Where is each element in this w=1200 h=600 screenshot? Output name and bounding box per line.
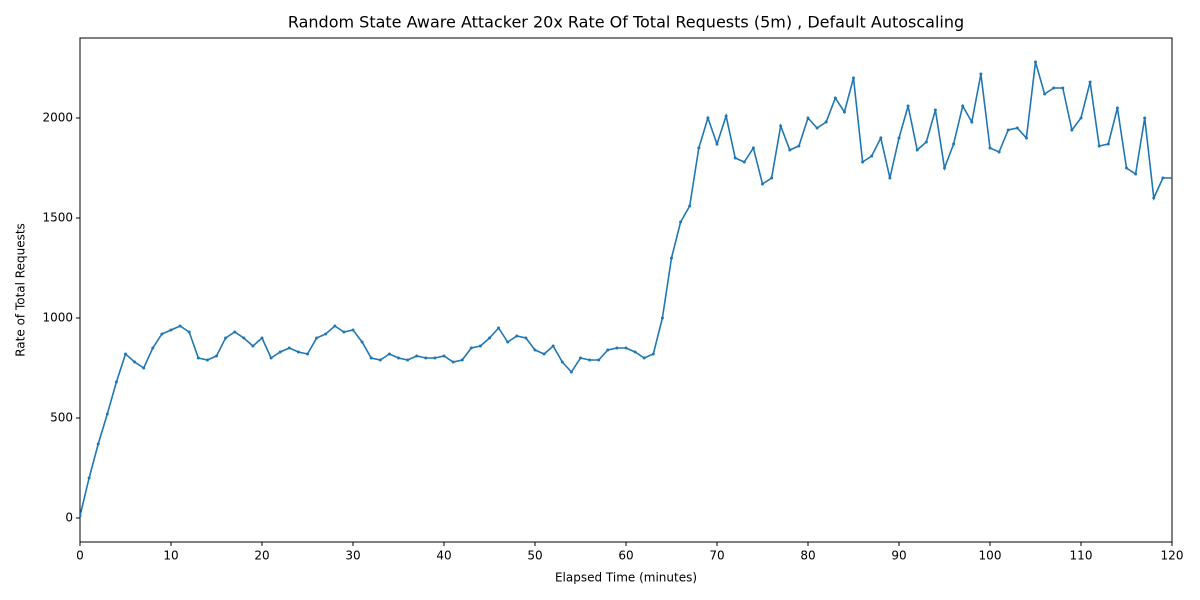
chart-title: Random State Aware Attacker 20x Rate Of … [288, 13, 964, 32]
x-axis-label: Elapsed Time (minutes) [555, 571, 697, 585]
x-tick-label: 110 [1070, 549, 1093, 563]
plot-frame [79, 37, 1173, 543]
y-tick-label: 1000 [42, 311, 73, 325]
y-tick-label: 0 [65, 511, 73, 525]
x-tick-label: 40 [436, 549, 451, 563]
x-tick-label: 60 [618, 549, 633, 563]
x-tick-label: 90 [891, 549, 906, 563]
x-tick-label: 30 [345, 549, 360, 563]
x-tick-label: 100 [979, 549, 1002, 563]
x-tick-label: 70 [709, 549, 724, 563]
y-tick-label: 2000 [42, 111, 73, 125]
x-tick-label: 10 [163, 549, 178, 563]
y-axis-label: Rate of Total Requests [14, 223, 28, 357]
x-tick-label: 50 [527, 549, 542, 563]
x-tick-label: 80 [800, 549, 815, 563]
x-tick-label: 120 [1161, 549, 1184, 563]
data-line [80, 60, 1172, 518]
x-tick-label: 0 [76, 549, 84, 563]
x-tick-label: 20 [254, 549, 269, 563]
y-tick-label: 500 [50, 411, 73, 425]
y-tick-label: 1500 [42, 211, 73, 225]
